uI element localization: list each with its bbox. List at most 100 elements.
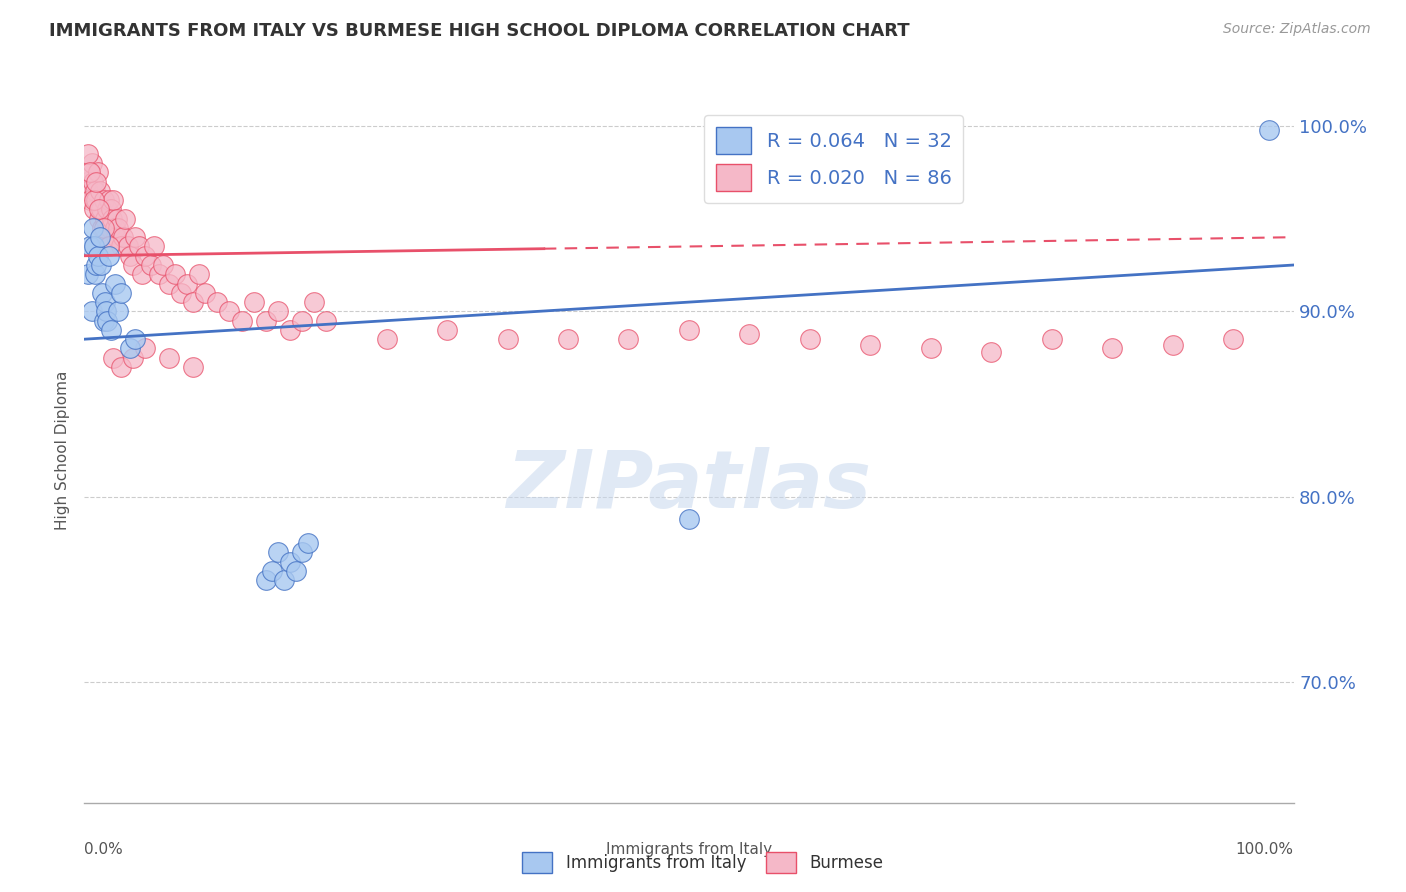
Text: 0.0%: 0.0% (84, 841, 124, 856)
Point (120, 342, 142, 356)
Point (104, 230, 127, 244)
Point (86, 165, 108, 179)
Point (678, 323, 700, 337)
Point (86, 249, 108, 263)
Point (104, 221, 127, 235)
Point (859, 337, 882, 351)
Point (1222, 332, 1244, 346)
Point (96, 202, 118, 217)
Point (87, 211, 110, 226)
Point (84, 184, 107, 198)
Point (77, 267, 100, 281)
Point (82, 175, 104, 189)
Point (242, 295, 264, 310)
Point (107, 221, 129, 235)
Point (120, 249, 142, 263)
Legend: Immigrants from Italy, Burmese: Immigrants from Italy, Burmese (516, 846, 890, 880)
Point (93, 193, 115, 207)
Point (94, 295, 117, 310)
Point (94, 304, 117, 318)
Point (315, 313, 337, 327)
Point (128, 239, 150, 253)
Point (97, 249, 120, 263)
Point (77, 165, 100, 179)
Point (124, 332, 146, 346)
Point (90, 202, 112, 217)
Point (97, 193, 120, 207)
Y-axis label: High School Diploma: High School Diploma (55, 371, 70, 530)
Point (91, 285, 114, 300)
Point (152, 258, 174, 272)
Point (181, 295, 204, 310)
Point (79, 239, 101, 253)
Point (110, 239, 132, 253)
Point (114, 211, 136, 226)
Text: Immigrants from Italy: Immigrants from Italy (606, 841, 772, 856)
Point (291, 545, 314, 559)
Point (254, 313, 277, 327)
Point (181, 359, 204, 374)
Point (278, 323, 301, 337)
Point (121, 351, 143, 365)
Point (207, 295, 229, 310)
Point (375, 332, 398, 346)
Point (291, 313, 314, 327)
Point (799, 332, 821, 346)
Text: 100.0%: 100.0% (1236, 841, 1294, 856)
Point (267, 545, 290, 559)
Point (218, 304, 240, 318)
Point (76, 175, 98, 189)
Point (101, 211, 124, 226)
Point (231, 313, 253, 327)
Point (105, 211, 128, 226)
Point (436, 323, 458, 337)
Point (139, 258, 162, 272)
Point (1101, 342, 1123, 356)
Point (100, 323, 122, 337)
Point (134, 342, 156, 356)
Point (93, 313, 115, 327)
Point (103, 193, 125, 207)
Point (110, 359, 132, 374)
Point (678, 512, 700, 526)
Point (297, 536, 319, 550)
Point (254, 574, 277, 588)
Point (980, 345, 1002, 359)
Point (194, 285, 217, 300)
Point (143, 239, 166, 253)
Point (188, 267, 211, 281)
Point (79, 193, 101, 207)
Point (83, 239, 105, 253)
Point (496, 332, 519, 346)
Point (86, 258, 108, 272)
Point (77, 184, 100, 198)
Point (267, 304, 290, 318)
Point (83, 202, 105, 217)
Point (86, 175, 108, 189)
Text: Source: ZipAtlas.com: Source: ZipAtlas.com (1223, 22, 1371, 37)
Point (80, 304, 103, 318)
Point (131, 267, 153, 281)
Point (97, 239, 120, 253)
Point (738, 326, 761, 341)
Point (83, 193, 105, 207)
Point (100, 202, 122, 217)
Point (121, 258, 143, 272)
Point (920, 342, 942, 356)
Point (98, 221, 121, 235)
Point (104, 277, 127, 291)
Point (117, 239, 139, 253)
Point (124, 230, 146, 244)
Point (1161, 337, 1184, 351)
Point (557, 332, 579, 346)
Point (110, 285, 132, 300)
Point (148, 267, 170, 281)
Point (278, 555, 301, 569)
Point (89, 184, 111, 198)
Text: IMMIGRANTS FROM ITALY VS BURMESE HIGH SCHOOL DIPLOMA CORRELATION CHART: IMMIGRANTS FROM ITALY VS BURMESE HIGH SC… (49, 22, 910, 40)
Point (170, 285, 193, 300)
Point (103, 351, 125, 365)
Point (89, 230, 111, 244)
Legend: R = 0.064   N = 32, R = 0.020   N = 86: R = 0.064 N = 32, R = 0.020 N = 86 (704, 115, 963, 203)
Point (80, 156, 103, 170)
